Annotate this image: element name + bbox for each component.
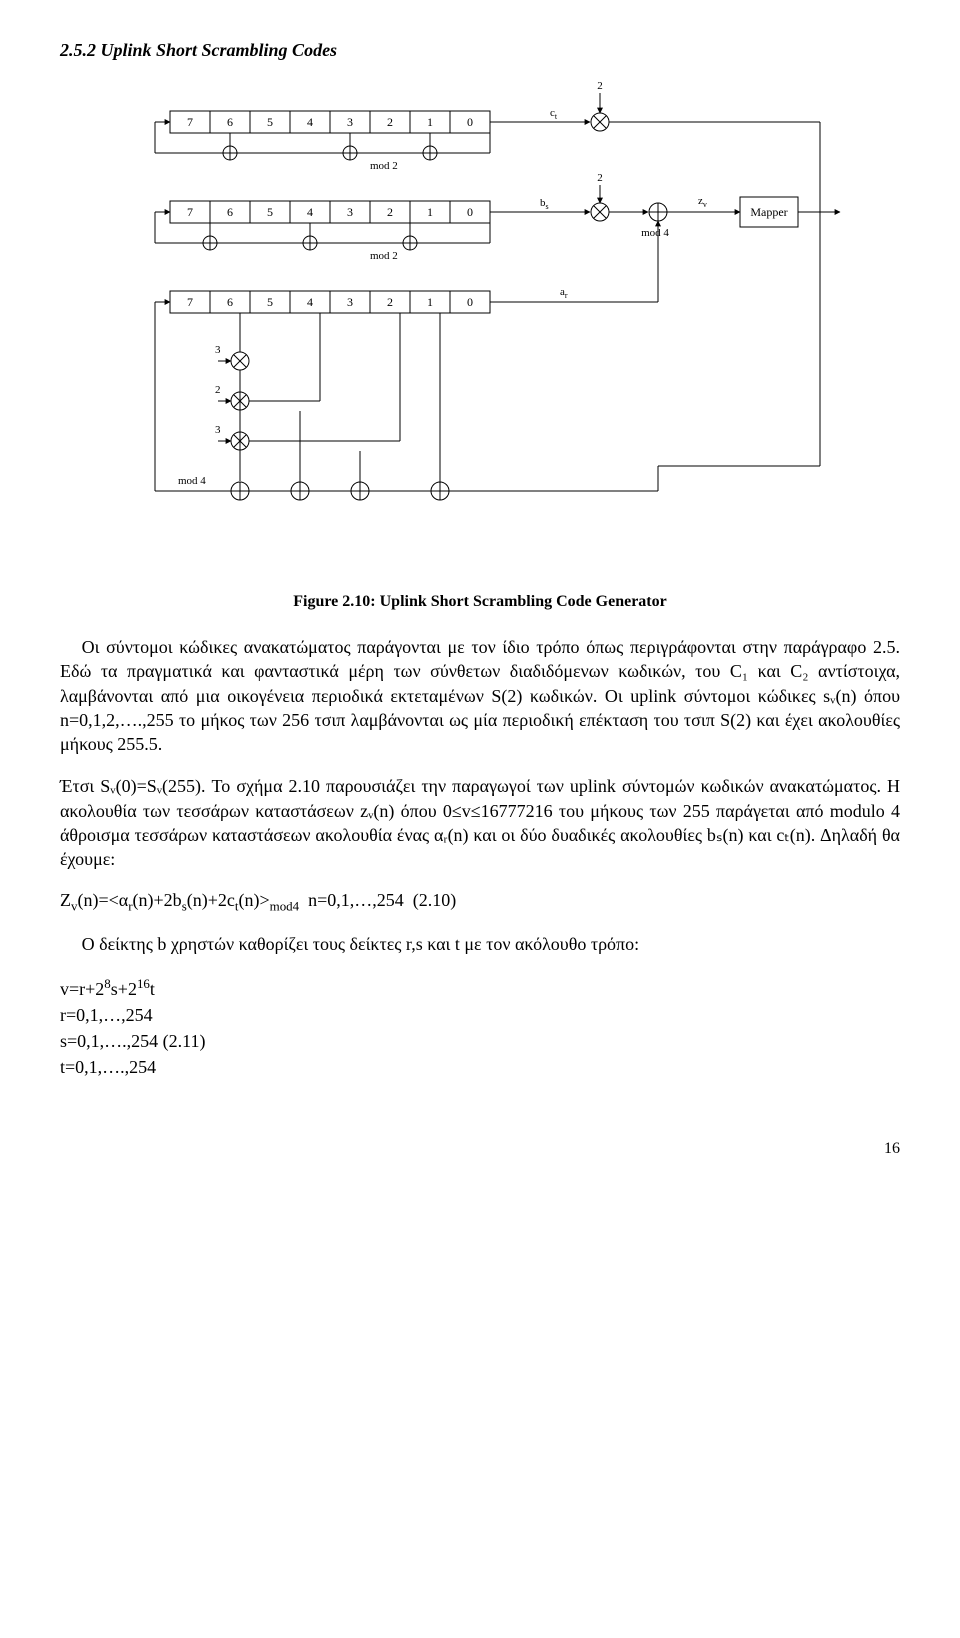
register-row-3: 7 6 5 4 3 2 1 0 ar [170, 221, 820, 466]
svg-text:4: 4 [307, 295, 313, 309]
row1-out-label: ct [550, 107, 558, 121]
svg-text:5: 5 [267, 205, 273, 219]
svg-text:mod 4: mod 4 [641, 227, 669, 239]
svg-text:2: 2 [597, 172, 603, 184]
reg-cell: 7 [187, 115, 193, 129]
reg-cell: 2 [387, 115, 393, 129]
figure-caption: Figure 2.10: Uplink Short Scrambling Cod… [60, 593, 900, 611]
svg-text:0: 0 [467, 205, 473, 219]
paragraph-2: Έτσι Sᵥ(0)=Sᵥ(255). Το σχήμα 2.10 παρουσ… [60, 774, 900, 871]
svg-text:bs: bs [540, 197, 549, 211]
paragraph-1: Οι σύντομοι κώδικες ανακατώματος παράγον… [60, 635, 900, 756]
svg-text:2: 2 [387, 295, 393, 309]
lower-mod4-network: 3 2 3 mod 4 [155, 302, 658, 500]
mod4-label: mod 4 [178, 475, 206, 487]
svg-text:1: 1 [427, 205, 433, 219]
equation-2-10: Zv(n)=<αr(n)+2bs(n)+2ct(n)>mod4 n=0,1,…,… [60, 890, 900, 915]
svg-text:7: 7 [187, 205, 193, 219]
svg-text:0: 0 [467, 295, 473, 309]
register-row-2: 7 6 5 4 3 2 1 0 mod 2 bs 2 [155, 172, 840, 262]
reg-cell: 6 [227, 115, 233, 129]
section-heading: 2.5.2 Uplink Short Scrambling Codes [60, 40, 900, 61]
svg-text:zv: zv [698, 195, 707, 209]
svg-text:6: 6 [227, 205, 233, 219]
svg-text:ar: ar [560, 286, 568, 300]
reg-cell: 0 [467, 115, 473, 129]
register-row-1: 7 6 5 4 3 2 1 0 mod 2 ct [155, 81, 820, 466]
mapper-label: Mapper [750, 205, 787, 219]
row1-topin: 2 [597, 81, 603, 92]
svg-text:3: 3 [215, 344, 221, 356]
svg-text:mod 2: mod 2 [370, 250, 398, 262]
mod2-label: mod 2 [370, 160, 398, 172]
svg-text:6: 6 [227, 295, 233, 309]
svg-text:3: 3 [347, 295, 353, 309]
reg-cell: 5 [267, 115, 273, 129]
svg-text:4: 4 [307, 205, 313, 219]
svg-text:3: 3 [347, 205, 353, 219]
svg-text:1: 1 [427, 295, 433, 309]
svg-text:2: 2 [387, 205, 393, 219]
page-number: 16 [60, 1140, 900, 1158]
reg-cell: 4 [307, 115, 313, 129]
svg-text:2: 2 [215, 384, 221, 396]
reg-cell: 3 [347, 115, 353, 129]
reg-cell: 1 [427, 115, 433, 129]
svg-text:3: 3 [215, 424, 221, 436]
figure-svg: 7 6 5 4 3 2 1 0 mod 2 ct [100, 81, 860, 581]
paragraph-3: Ο δείκτης b χρηστών καθορίζει τους δείκτ… [60, 932, 900, 956]
equation-2-11: v=r+28s+216t r=0,1,…,254 s=0,1,….,254 (2… [60, 975, 900, 1080]
svg-text:7: 7 [187, 295, 193, 309]
svg-text:5: 5 [267, 295, 273, 309]
